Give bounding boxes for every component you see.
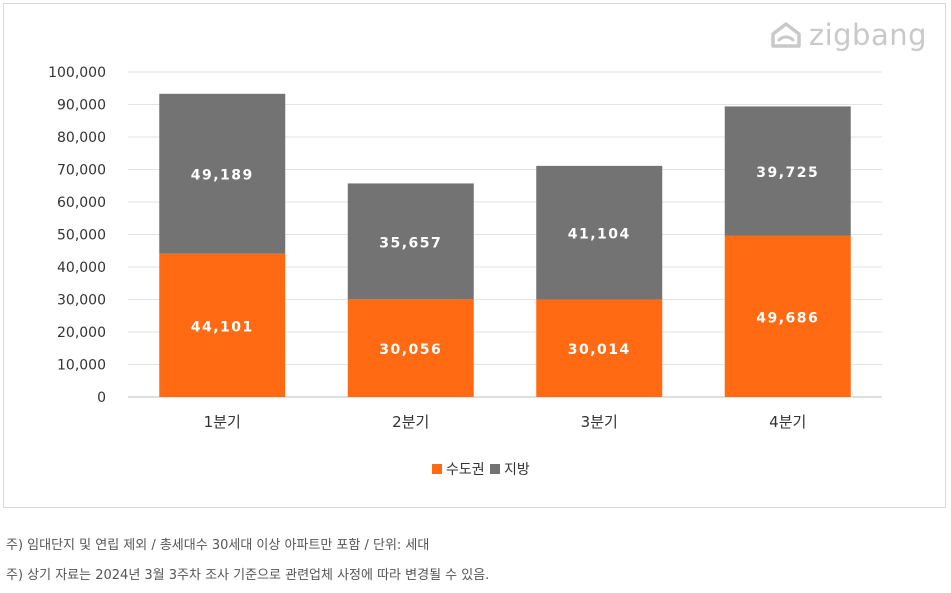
bar-capital [536,299,663,397]
y-tick-label: 90,000 [57,98,106,114]
y-tick-label: 50,000 [57,228,106,244]
zigbang-logo: zigbang [769,18,927,52]
legend-label: 수도권 [446,462,485,478]
x-tick-label: 2분기 [392,413,429,431]
bar-regional [347,183,474,300]
bar-data-label: 39,725 [756,165,819,181]
y-tick-label: 10,000 [57,358,106,374]
bar-regional [724,106,851,236]
x-tick-label: 4분기 [769,413,806,431]
y-tick-label: 100,000 [48,65,106,81]
x-tick-label: 1분기 [204,413,241,431]
bar-data-label: 41,104 [568,227,631,243]
x-tick-label: 3분기 [581,413,618,431]
bar-data-label: 49,686 [756,310,819,326]
bar-capital [159,253,286,397]
legend-swatch [490,464,500,474]
y-tick-label: 70,000 [57,163,106,179]
y-tick-label: 30,000 [57,293,106,309]
bar-capital [724,235,851,397]
bar-capital [347,299,474,397]
footnote-1: 주) 임대단지 및 연립 제외 / 총세대수 30세대 이상 아파트만 포함 /… [6,538,430,553]
legend-label: 지방 [504,462,530,478]
y-tick-label: 40,000 [57,260,106,276]
footnote-2: 주) 상기 자료는 2024년 3월 3주차 조사 기준으로 관련업체 사정에 … [6,568,490,583]
bar-regional [536,165,663,300]
zigbang-house-icon [771,22,801,48]
y-tick-label: 20,000 [57,325,106,341]
bar-data-label: 30,014 [568,342,631,358]
bar-regional [159,93,286,254]
bar-data-label: 44,101 [191,319,254,335]
bar-data-label: 30,056 [379,342,442,358]
stacked-bar-chart: 0 10,000 20,000 30,000 40,000 50,000 60,000 70,… [48,65,882,478]
y-tick-label: 60,000 [57,195,106,211]
bar-data-label: 49,189 [191,168,254,184]
y-tick-label: 80,000 [57,130,106,146]
y-tick-label: 0 [97,390,106,406]
legend-swatch [432,464,442,474]
bar-data-label: 35,657 [379,235,442,251]
logo-text: zigbang [808,18,927,52]
